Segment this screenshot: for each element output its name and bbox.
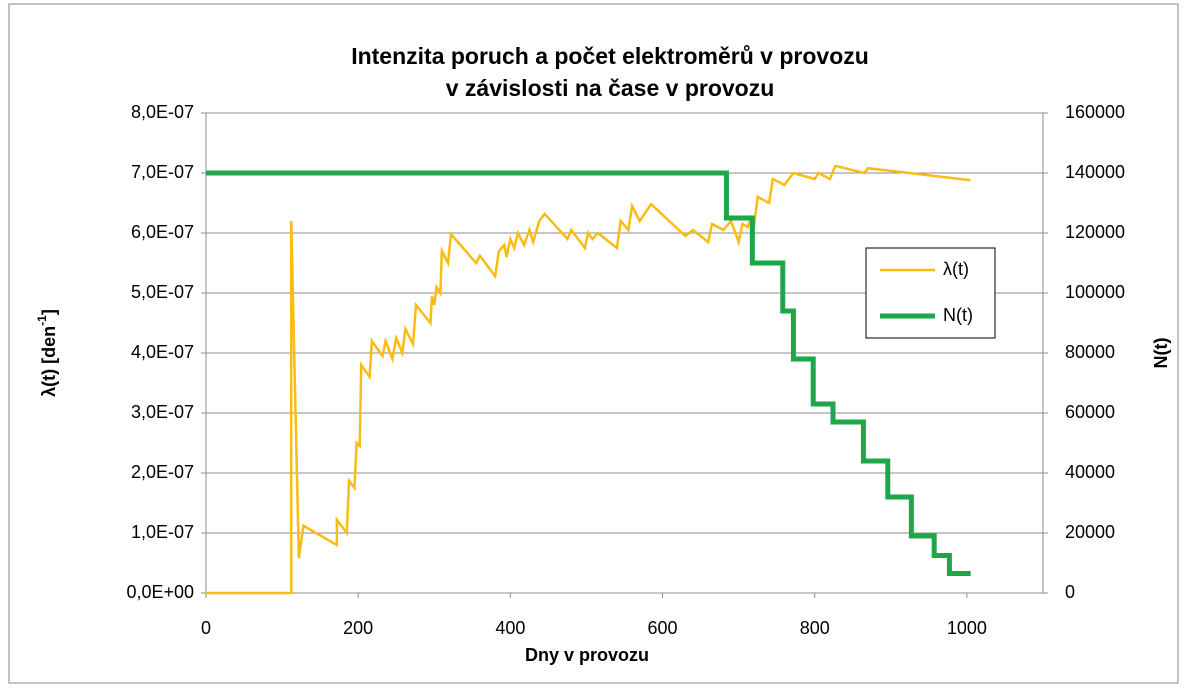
y2-tick-label: 40000 bbox=[1065, 462, 1115, 482]
y-tick-label: 7,0E-07 bbox=[131, 162, 194, 182]
x-tick-label: 400 bbox=[495, 618, 525, 638]
y-tick-label: 5,0E-07 bbox=[131, 282, 194, 302]
x-axis-title: Dny v provozu bbox=[525, 645, 649, 665]
legend-box bbox=[865, 247, 996, 339]
x-tick-label: 200 bbox=[343, 618, 373, 638]
y2-tick-label: 0 bbox=[1065, 582, 1075, 602]
chart-title: Intenzita poruch a počet elektroměrů v p… bbox=[351, 43, 869, 69]
y2-tick-label: 120000 bbox=[1065, 222, 1125, 242]
x-tick-label: 1000 bbox=[947, 618, 987, 638]
y-tick-label: 0,0E+00 bbox=[126, 582, 194, 602]
series-line bbox=[206, 170, 971, 576]
y2-tick-label: 100000 bbox=[1065, 282, 1125, 302]
chart-frame bbox=[8, 3, 1179, 684]
y-axis-title: λ(t) [den-1] bbox=[35, 309, 59, 397]
y-axis-title-sup: -1 bbox=[35, 315, 49, 326]
x-tick-label: 0 bbox=[201, 618, 211, 638]
y-tick-label: 1,0E-07 bbox=[131, 522, 194, 542]
y-axis-title-part: ] bbox=[39, 309, 59, 315]
y2-axis-title: N(t) bbox=[1151, 338, 1171, 369]
y-tick-label: 8,0E-07 bbox=[131, 102, 194, 122]
y-tick-label: 2,0E-07 bbox=[131, 462, 194, 482]
x-tick-label: 800 bbox=[800, 618, 830, 638]
y-axis-title-part: λ(t) [den bbox=[39, 326, 59, 397]
y2-tick-label: 60000 bbox=[1065, 402, 1115, 422]
y-tick-label: 6,0E-07 bbox=[131, 222, 194, 242]
y-tick-label: 4,0E-07 bbox=[131, 342, 194, 362]
y-tick-label: 3,0E-07 bbox=[131, 402, 194, 422]
y2-tick-label: 80000 bbox=[1065, 342, 1115, 362]
chart-title: v závislosti na čase v provozu bbox=[446, 75, 775, 101]
y2-tick-label: 20000 bbox=[1065, 522, 1115, 542]
x-tick-label: 600 bbox=[648, 618, 678, 638]
legend-label: N(t) bbox=[943, 305, 973, 325]
y2-tick-label: 160000 bbox=[1065, 102, 1125, 122]
y2-tick-label: 140000 bbox=[1065, 162, 1125, 182]
legend-label: λ(t) bbox=[943, 259, 969, 279]
